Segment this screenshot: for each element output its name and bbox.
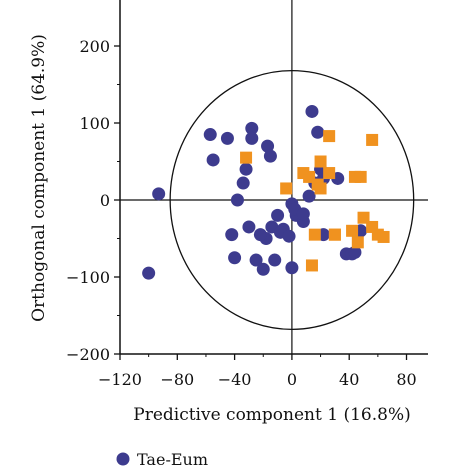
data-point-circle (271, 208, 285, 222)
data-point-circle (261, 139, 275, 153)
data-point-circle (302, 189, 316, 203)
x-tick-label: −80 (160, 370, 194, 389)
data-point-circle (311, 125, 325, 139)
x-tick-label: −120 (98, 370, 142, 389)
data-point-square (305, 259, 318, 272)
data-point-circle (245, 121, 259, 135)
legend: Tae-Eum (116, 450, 208, 469)
data-point-circle (245, 131, 259, 145)
data-point-square (354, 170, 367, 183)
data-point-circle (285, 261, 299, 275)
data-point-circle (225, 228, 239, 242)
data-point-circle (253, 228, 267, 242)
y-tick-label: 200 (79, 37, 110, 56)
legend-marker-tae-eum (116, 452, 130, 466)
y-tick-label: −100 (66, 268, 110, 287)
tick-labels: −120 −80 −40 0 40 80 200 100 0 −100 −200 (66, 37, 417, 389)
data-point-circle (230, 193, 244, 207)
data-point-circle (236, 176, 250, 190)
y-tick-label: 100 (79, 114, 110, 133)
x-axis-title: Predictive component 1 (16.8%) (133, 405, 410, 425)
data-point-circle (249, 253, 263, 267)
legend-label-tae-eum: Tae-Eum (137, 450, 208, 469)
data-point-circle (239, 162, 253, 176)
axes (119, 0, 428, 355)
data-point-circle (263, 149, 277, 163)
data-point-square (351, 236, 364, 249)
data-point-square (323, 130, 336, 143)
data-point-square (328, 228, 341, 241)
data-point-circle (203, 128, 217, 142)
data-point-square (308, 228, 321, 241)
data-point-circle (242, 220, 256, 234)
y-axis-title: Orthogonal component 1 (64.9%) (29, 34, 49, 322)
data-points (142, 104, 390, 280)
data-point-square (323, 167, 336, 180)
data-point-circle (220, 131, 234, 145)
data-point-circle (206, 153, 220, 167)
data-point-square (377, 230, 390, 243)
data-point-circle (228, 251, 242, 265)
data-point-square (314, 155, 327, 168)
x-tick-label: 0 (287, 370, 297, 389)
y-tick-label: 0 (100, 191, 110, 210)
data-point-circle (142, 266, 156, 280)
data-point-circle (256, 262, 270, 276)
data-point-square (346, 224, 359, 237)
x-tick-label: 40 (339, 370, 359, 389)
data-point-circle (282, 229, 296, 243)
y-tick-label: −200 (66, 345, 110, 364)
data-point-square (240, 151, 253, 164)
data-point-circle (305, 104, 319, 118)
data-point-square (314, 182, 327, 195)
x-tick-label: −40 (218, 370, 252, 389)
x-tick-label: 80 (396, 370, 416, 389)
data-point-square (280, 182, 293, 195)
data-point-circle (296, 207, 310, 221)
data-point-circle (268, 253, 282, 267)
data-point-square (357, 211, 370, 224)
data-point-square (366, 133, 379, 146)
data-point-circle (152, 187, 166, 201)
data-point-circle (348, 245, 362, 259)
